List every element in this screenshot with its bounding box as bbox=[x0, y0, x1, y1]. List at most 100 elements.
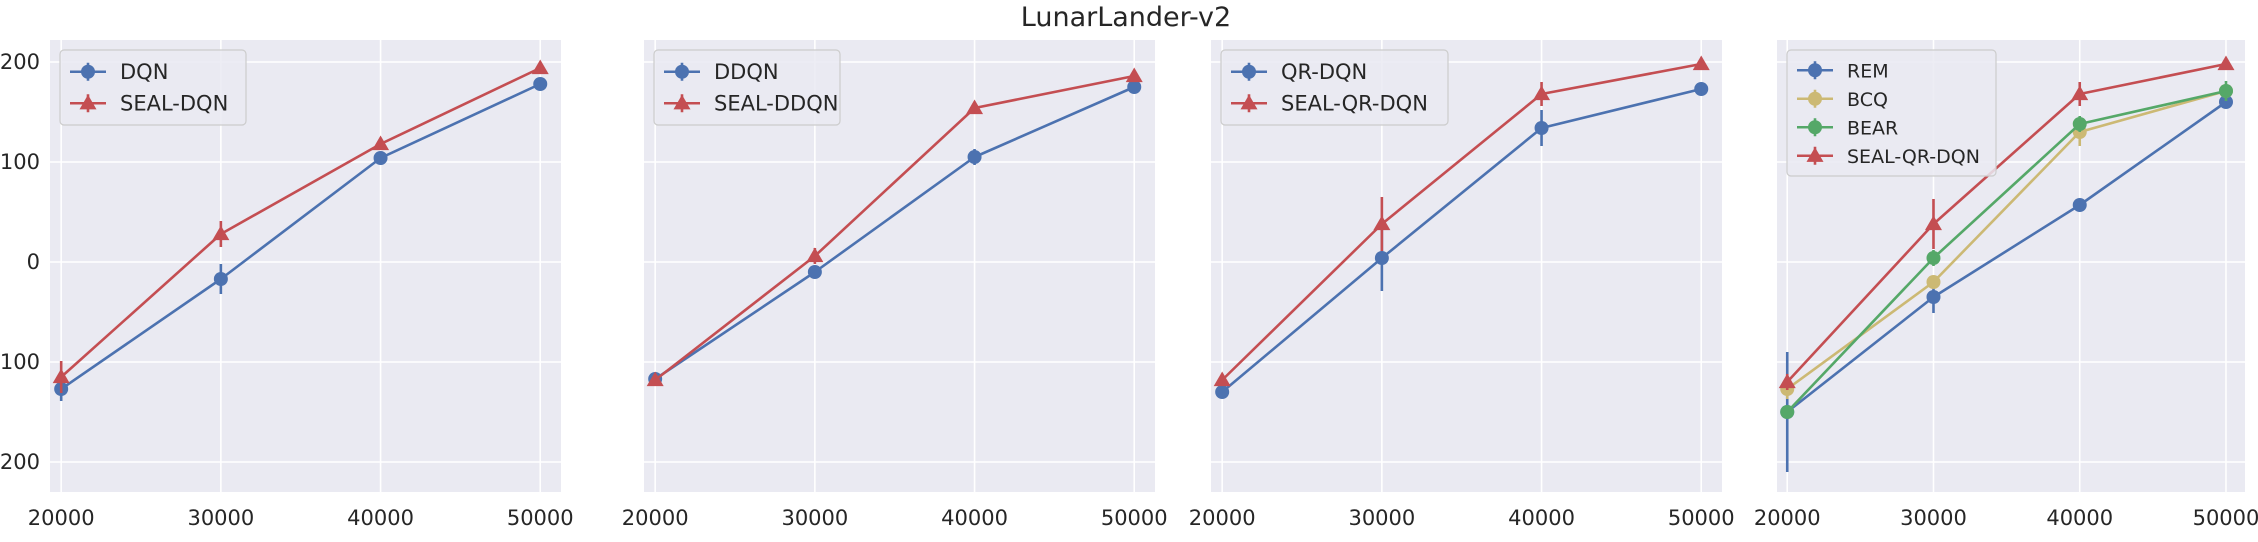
legend-entry: SEAL-DQN bbox=[70, 91, 228, 115]
data-point bbox=[372, 135, 390, 151]
legend-box bbox=[1220, 49, 1449, 126]
data-point bbox=[531, 59, 549, 75]
data-point bbox=[2217, 55, 2235, 71]
data-point bbox=[1926, 275, 1941, 289]
legend-label: SEAL-DDQN bbox=[714, 91, 838, 115]
legend: REM BCQ BEAR SEAL-QR-DQN bbox=[1786, 49, 1997, 177]
data-point bbox=[1534, 121, 1549, 135]
x-tick-label: 40000 bbox=[941, 506, 1008, 530]
legend: DDQN SEAL-DDQN bbox=[653, 49, 841, 126]
legend-marker bbox=[1240, 94, 1258, 110]
data-point bbox=[1213, 371, 1231, 387]
data-point bbox=[646, 371, 664, 387]
data-point bbox=[807, 265, 822, 279]
series-line bbox=[60, 82, 541, 391]
x-tick-label: 40000 bbox=[1508, 506, 1575, 530]
y-tick-label: 200 bbox=[0, 50, 40, 74]
x-tick-label: 50000 bbox=[1668, 506, 1735, 530]
legend-box bbox=[1786, 49, 1997, 177]
data-point bbox=[213, 272, 228, 286]
legend-label: BEAR bbox=[1847, 117, 1898, 139]
panels: 20000 30000 40000 50000 −200 −100 0 100 200 DQN SE… bbox=[0, 40, 2258, 530]
legend-entry: SEAL-QR-DQN bbox=[1231, 91, 1428, 115]
data-point bbox=[533, 77, 548, 91]
data-point bbox=[373, 151, 388, 165]
x-tick-label: 30000 bbox=[781, 506, 848, 530]
legend-marker bbox=[1806, 147, 1824, 162]
series-line bbox=[654, 85, 1135, 381]
series-seal-ddqn bbox=[646, 67, 1143, 387]
data-point bbox=[1533, 85, 1551, 101]
data-point bbox=[2072, 198, 2087, 212]
data-point bbox=[1924, 215, 1942, 231]
legend-marker bbox=[1808, 91, 1822, 106]
legend-label: DDQN bbox=[714, 60, 779, 84]
x-tick-label: 40000 bbox=[347, 506, 414, 530]
y-tick-label: 100 bbox=[0, 150, 40, 174]
legend-label: SEAL-QR-DQN bbox=[1847, 146, 1980, 168]
legend-entry: REM bbox=[1797, 60, 1889, 82]
legend: DQN SEAL-DQN bbox=[59, 49, 247, 126]
legend-entry: DQN bbox=[70, 60, 168, 84]
legend-entry: QR-DQN bbox=[1231, 60, 1367, 84]
figure-title: LunarLander-v2 bbox=[1021, 2, 1231, 33]
series-bear bbox=[1780, 81, 2233, 419]
data-point bbox=[1926, 251, 1941, 265]
legend-label: REM bbox=[1847, 60, 1889, 82]
data-point bbox=[2218, 84, 2233, 98]
series-line bbox=[1221, 87, 1702, 393]
data-point bbox=[966, 99, 984, 115]
legend-marker bbox=[1808, 120, 1822, 135]
data-point bbox=[1127, 80, 1142, 94]
data-point bbox=[1125, 67, 1143, 83]
data-point bbox=[967, 150, 982, 164]
series-line bbox=[1786, 62, 2227, 383]
data-point bbox=[1778, 373, 1796, 389]
legend-box bbox=[653, 49, 841, 126]
legend: QR-DQN SEAL-QR-DQN bbox=[1220, 49, 1449, 126]
legend-entry: BCQ bbox=[1797, 89, 1888, 111]
data-point bbox=[2071, 85, 2089, 101]
legend-entry: SEAL-DDQN bbox=[664, 91, 838, 115]
data-point bbox=[806, 247, 824, 263]
x-tick-label: 20000 bbox=[1754, 506, 1821, 530]
x-tick-label: 50000 bbox=[2193, 506, 2258, 530]
legend-marker bbox=[79, 94, 97, 110]
x-tick-label: 30000 bbox=[1348, 506, 1415, 530]
series-line bbox=[654, 74, 1135, 382]
x-tick-label: 30000 bbox=[1900, 506, 1967, 530]
data-point bbox=[1374, 251, 1389, 265]
legend-marker bbox=[1808, 63, 1822, 78]
series-line bbox=[1786, 89, 2227, 413]
x-tick-label: 30000 bbox=[187, 506, 254, 530]
data-point bbox=[1373, 215, 1391, 231]
x-tick-label: 50000 bbox=[507, 506, 574, 530]
data-point bbox=[1694, 82, 1709, 96]
legend-marker bbox=[1242, 64, 1256, 79]
x-tick-label: 50000 bbox=[1101, 506, 1168, 530]
x-tick-label: 20000 bbox=[1189, 506, 1256, 530]
chart-panel-1: 20000 30000 40000 50000 −200 −100 0 100 200 DQN SE… bbox=[0, 40, 574, 530]
data-point bbox=[1692, 55, 1710, 71]
legend-label: DQN bbox=[120, 60, 168, 84]
series-line bbox=[60, 66, 541, 378]
chart-panel-4: 20000 30000 40000 50000 REM BCQ BEAR SEAL-QR-DQ… bbox=[1754, 40, 2258, 530]
y-tick-label: −200 bbox=[0, 450, 40, 474]
x-tick-label: 20000 bbox=[28, 506, 95, 530]
legend-entry: SEAL-QR-DQN bbox=[1797, 146, 1980, 168]
legend-marker bbox=[81, 64, 95, 79]
data-point bbox=[2072, 117, 2087, 131]
data-point bbox=[1215, 385, 1230, 399]
x-tick-label: 20000 bbox=[622, 506, 689, 530]
legend-marker bbox=[673, 94, 691, 110]
legend-entry: DDQN bbox=[664, 60, 779, 84]
series-seal-dqn bbox=[52, 59, 549, 393]
data-point bbox=[2218, 95, 2233, 109]
series-seal-qr-dqn bbox=[1778, 55, 2235, 390]
legend-label: SEAL-DQN bbox=[120, 91, 228, 115]
y-tick-label: 0 bbox=[27, 250, 40, 274]
series-line bbox=[1221, 62, 1702, 381]
chart-panel-3: 20000 30000 40000 50000 QR-DQN SEAL-QR-DQN bbox=[1189, 40, 1735, 530]
y-tick-label: −100 bbox=[0, 350, 40, 374]
